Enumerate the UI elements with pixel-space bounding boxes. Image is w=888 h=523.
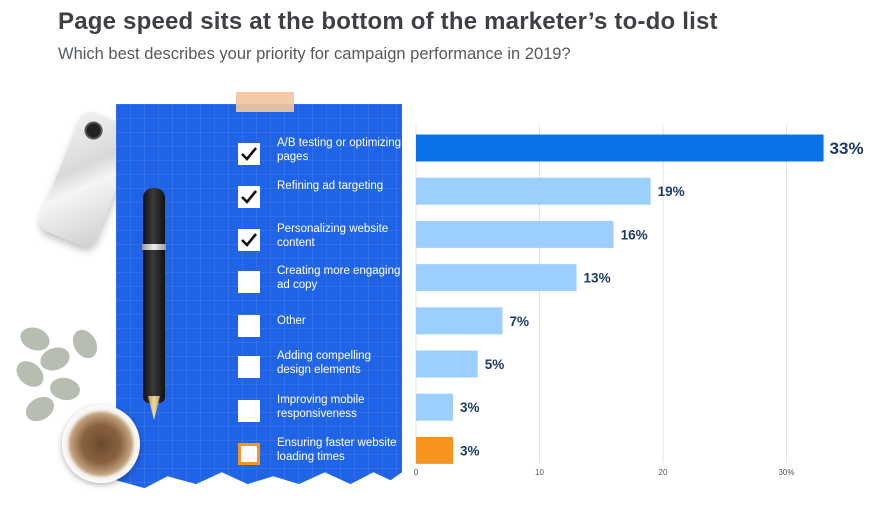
- checkmark-icon: [241, 190, 258, 204]
- tape-strip: [236, 92, 294, 112]
- x-tick-label: 0: [414, 468, 419, 477]
- bar: [416, 177, 651, 205]
- x-tick-label: 30%: [778, 468, 794, 477]
- checkbox-highlighted: [238, 443, 260, 465]
- checklist-label: Adding compelling design elements: [277, 350, 371, 376]
- bar-value-label: 7%: [509, 314, 529, 329]
- checkbox: [238, 271, 260, 293]
- checklist-item: Refining ad targeting: [238, 179, 398, 215]
- bar: [416, 350, 478, 378]
- bar: [416, 220, 614, 248]
- checklist-item: Creating more engaging ad copy: [238, 264, 400, 300]
- checklist-label: Refining ad targeting: [277, 180, 384, 192]
- x-tick-label: 20: [659, 468, 668, 477]
- bar-value-label: 16%: [621, 227, 648, 242]
- bar-value-label: 5%: [485, 357, 505, 372]
- bar: [416, 393, 454, 421]
- checklist-item: Adding compelling design elements: [238, 349, 398, 385]
- pen-ring: [142, 244, 166, 250]
- checklist-label: Other: [277, 315, 306, 327]
- bar-value-label: 19%: [658, 184, 685, 199]
- checklist-item: A/B testing or optimizing pages: [238, 136, 401, 172]
- coffee-cup-image: [62, 405, 140, 483]
- bar-value-label: 13%: [584, 271, 611, 286]
- bar-value-label: 3%: [460, 443, 480, 458]
- bar-value-label: 33%: [830, 139, 864, 158]
- x-tick-label: 10: [535, 468, 544, 477]
- checkbox: [238, 400, 260, 422]
- bar-value-label: 3%: [460, 400, 480, 415]
- checklist-label: Personalizing website content: [277, 223, 389, 249]
- checklist-label: A/B testing or optimizing pages: [277, 137, 402, 163]
- checklist-item: Ensuring faster website loading times: [238, 436, 398, 472]
- checkmark-icon: [241, 147, 258, 161]
- checklist-item: Other: [238, 308, 398, 344]
- bar: [416, 134, 824, 162]
- checklist-item: Personalizing website content: [238, 222, 398, 258]
- bar: [416, 307, 503, 335]
- bar: [416, 264, 577, 292]
- checkbox: [238, 143, 260, 165]
- checklist-label: Ensuring faster website loading times: [277, 437, 397, 463]
- checkbox: [238, 229, 260, 251]
- checkbox: [238, 356, 260, 378]
- checklist-item: Improving mobile responsiveness: [238, 393, 398, 429]
- checklist-label: Improving mobile responsiveness: [277, 394, 365, 420]
- checklist-label: Creating more engaging ad copy: [277, 265, 401, 291]
- checkbox: [238, 315, 260, 337]
- page-title: Page speed sits at the bottom of the mar…: [58, 8, 718, 35]
- checkbox: [238, 186, 260, 208]
- page-subtitle: Which best describes your priority for c…: [58, 45, 571, 63]
- bar: [416, 436, 454, 464]
- checkmark-icon: [241, 233, 258, 247]
